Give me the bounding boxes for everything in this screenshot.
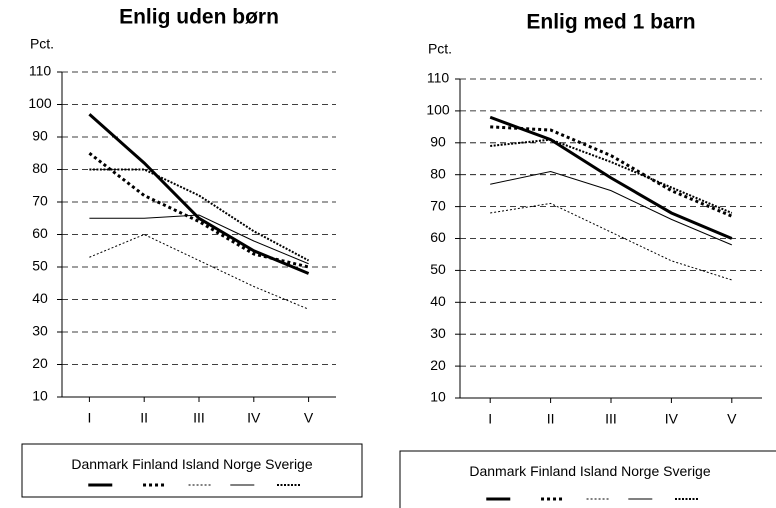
x-tick-label: IV <box>247 410 261 426</box>
x-tick-label: II <box>140 410 148 426</box>
legend-label: Finland <box>530 463 576 479</box>
y-tick-label: 100 <box>28 95 52 111</box>
y-tick-label: 100 <box>426 102 450 118</box>
x-tick-label: II <box>547 411 555 427</box>
legend-label: Island <box>580 463 617 479</box>
data-line <box>490 138 733 214</box>
x-tick-label: III <box>605 411 617 427</box>
data-line <box>89 233 309 310</box>
y-axis-label: Pct. <box>30 36 54 52</box>
y-tick-label: 50 <box>32 258 48 274</box>
x-tick-label: IV <box>665 411 679 427</box>
y-tick-label: 70 <box>430 197 446 213</box>
y-axis-label: Pct. <box>428 41 452 57</box>
y-tick-label: 40 <box>32 290 48 306</box>
y-tick-label: 20 <box>32 355 48 371</box>
legend-row: Danmark Finland Island Norge Sverige <box>71 456 312 472</box>
y-tick-label: 40 <box>430 293 446 309</box>
y-tick-label: 30 <box>32 323 48 339</box>
y-tick-label: 20 <box>430 357 446 373</box>
y-tick-label: 90 <box>430 134 446 150</box>
x-tick-label: I <box>87 410 91 426</box>
y-tick-label: 60 <box>430 229 446 245</box>
data-line <box>490 125 733 218</box>
data-line <box>490 170 732 246</box>
data-line <box>89 214 309 265</box>
legend-label: Danmark <box>71 456 129 472</box>
data-line <box>489 115 733 240</box>
legend-label: Danmark <box>469 463 527 479</box>
data-line <box>89 168 310 262</box>
y-tick-label: 50 <box>430 261 446 277</box>
y-tick-label: 10 <box>32 388 48 404</box>
legend-box <box>21 443 363 498</box>
x-tick-label: V <box>727 411 737 427</box>
y-tick-label: 30 <box>430 325 446 341</box>
legend-row: Danmark Finland Island Norge Sverige <box>469 463 710 479</box>
y-tick-label: 80 <box>32 160 48 176</box>
legend-label: Norge <box>223 456 261 472</box>
y-tick-label: 10 <box>430 389 446 405</box>
data-line <box>490 202 732 281</box>
y-tick-label: 80 <box>430 165 446 181</box>
legend-label: Sverige <box>265 456 313 472</box>
legend-label: Sverige <box>663 463 711 479</box>
y-tick-label: 110 <box>427 70 450 86</box>
legend-label: Island <box>182 456 219 472</box>
data-line <box>88 152 309 269</box>
x-tick-label: I <box>488 411 492 427</box>
chart-title: Enlig uden børn <box>119 6 279 29</box>
chart-title: Enlig med 1 barn <box>526 11 695 34</box>
y-tick-label: 90 <box>32 128 48 144</box>
y-tick-label: 70 <box>32 193 48 209</box>
y-tick-label: 60 <box>32 225 48 241</box>
y-tick-label: 110 <box>29 63 52 79</box>
legend-label: Norge <box>621 463 659 479</box>
x-tick-label: V <box>304 410 314 426</box>
legend-box <box>399 450 776 508</box>
legend-label: Finland <box>132 456 178 472</box>
x-tick-label: III <box>193 410 205 426</box>
